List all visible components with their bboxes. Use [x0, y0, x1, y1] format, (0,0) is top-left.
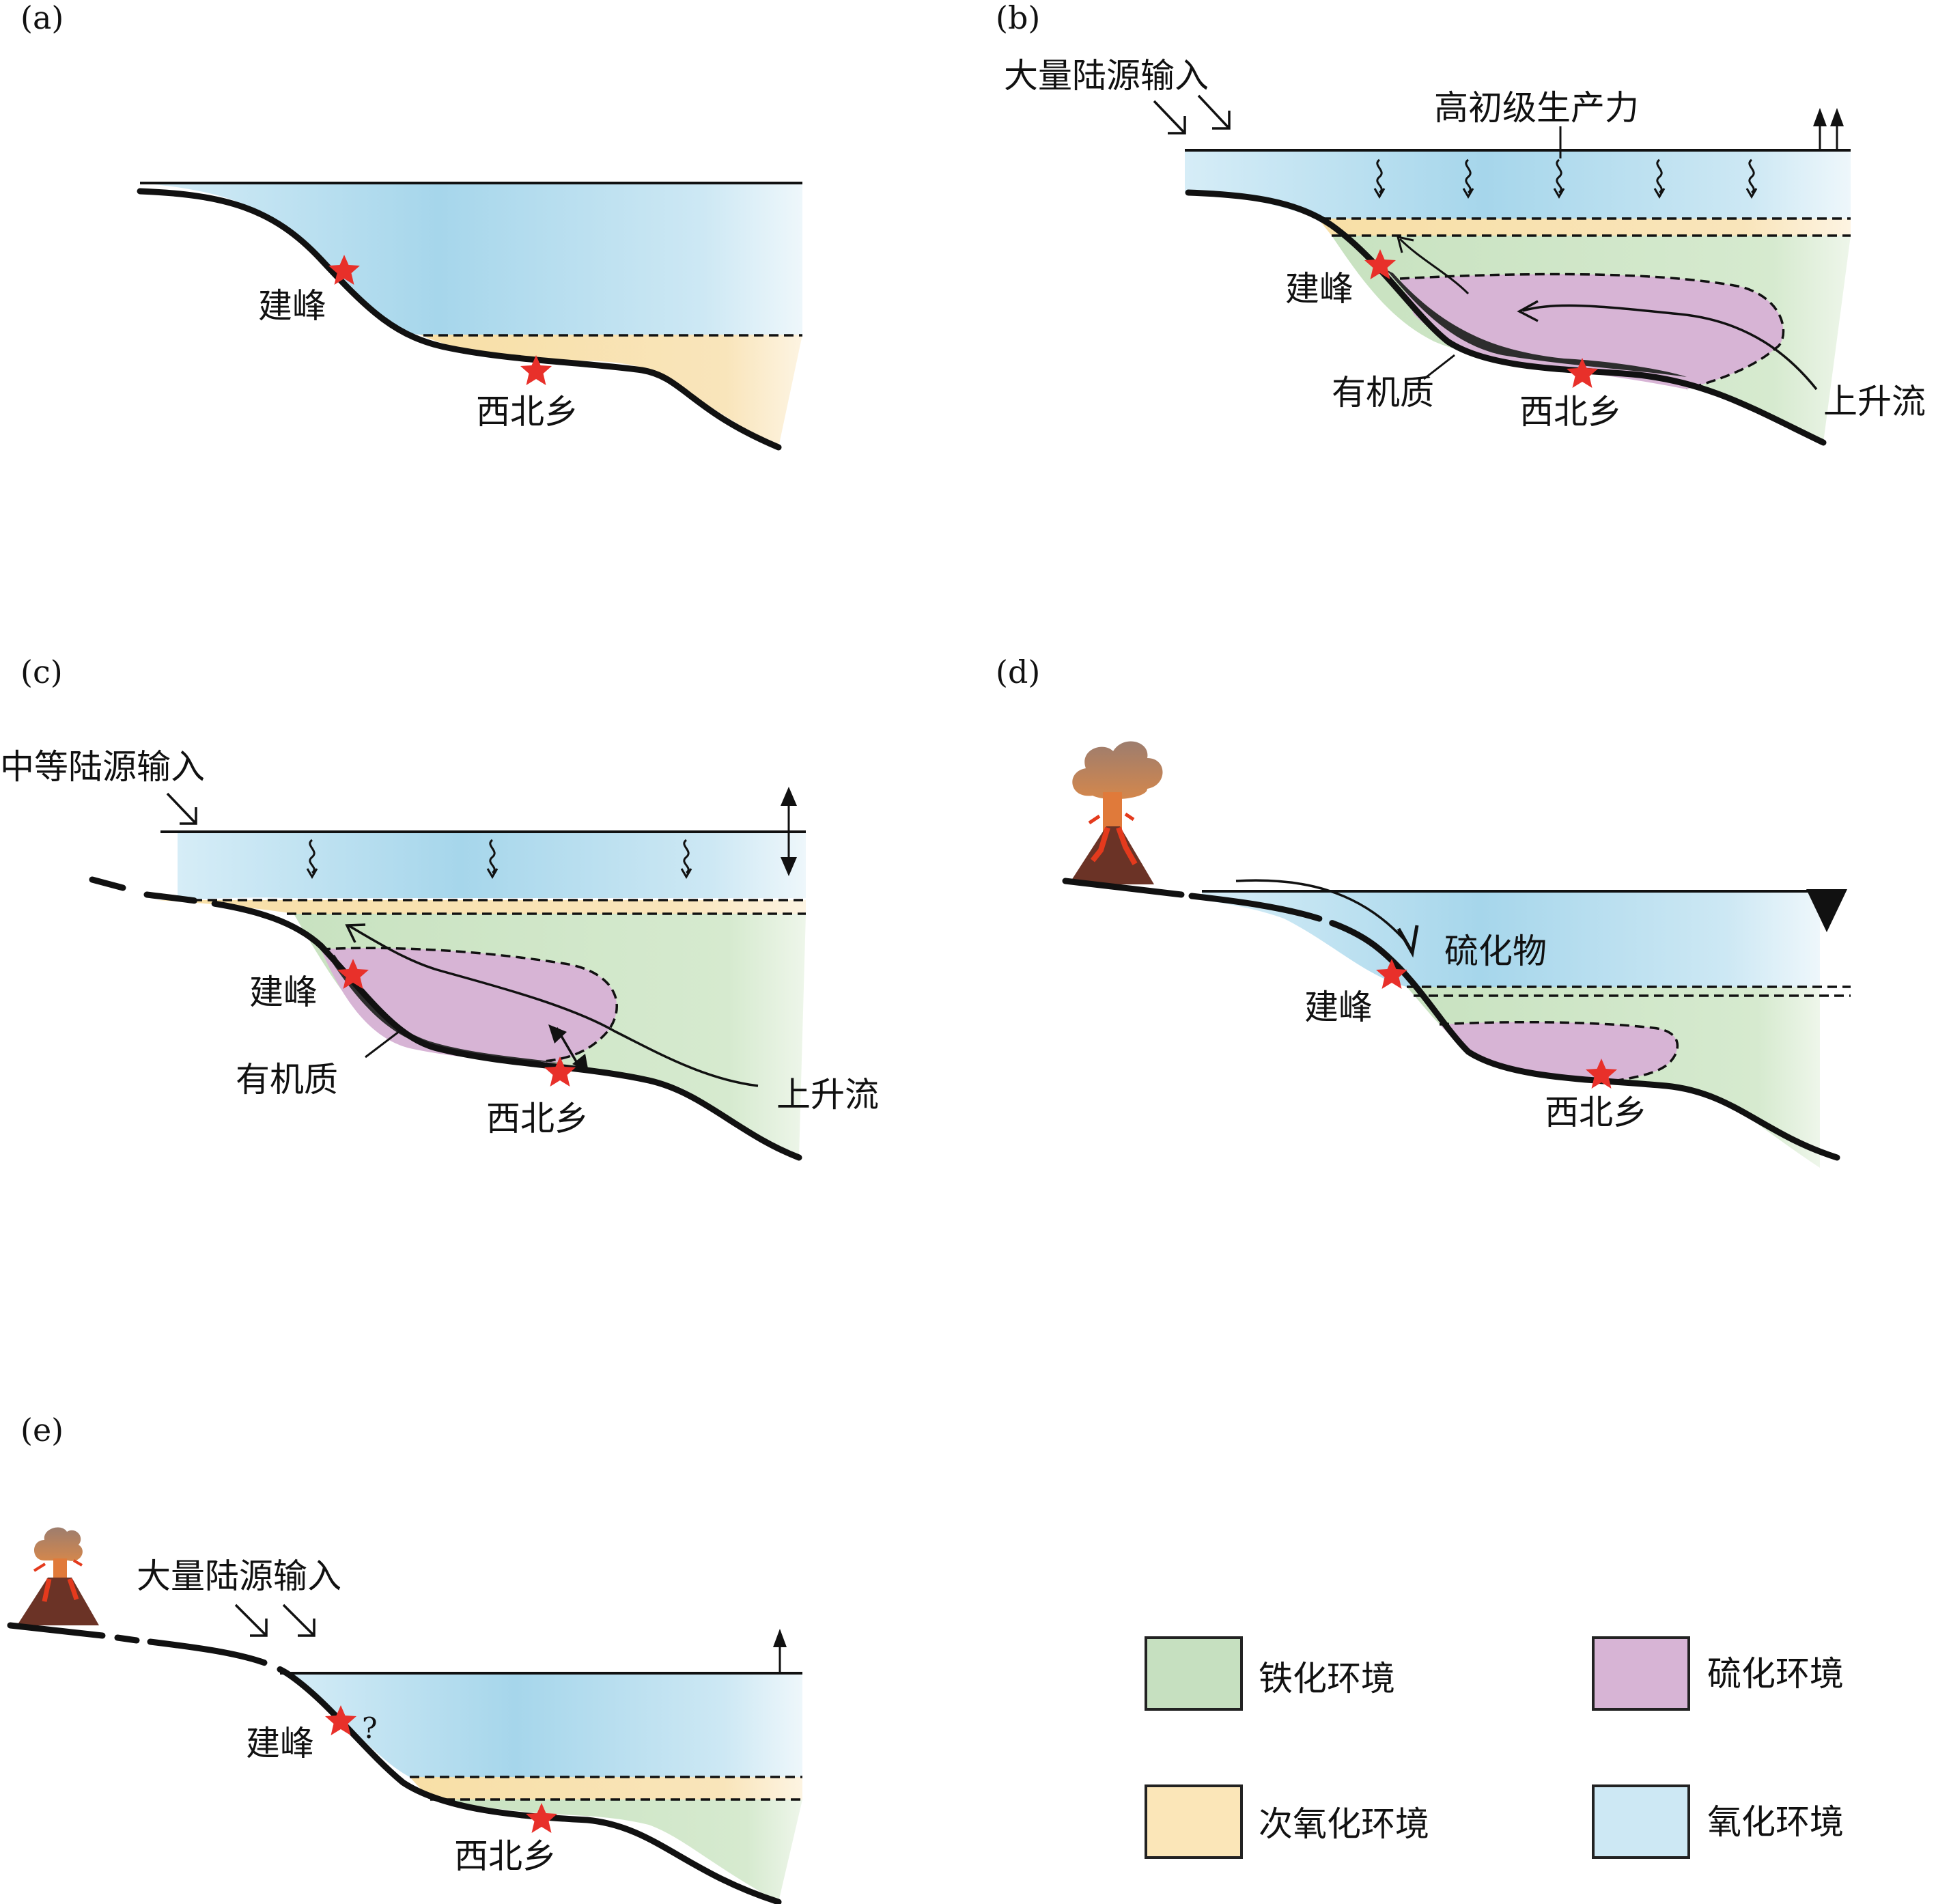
panel-b-uplift-arrows	[1813, 108, 1844, 149]
panel-d-sulfide-arrowhead	[1397, 925, 1419, 958]
panel-c-organic-label: 有机质	[236, 1060, 338, 1100]
panel-b-organic-layer	[1386, 270, 1687, 377]
legend-item-oxic: 氧化环境	[1592, 1784, 1844, 1859]
panel-d-seafloor	[1062, 878, 1840, 1161]
panel-b-input-arrow-2	[1197, 94, 1231, 130]
panel-b-upwelling-label: 上升流	[1823, 382, 1926, 421]
panel-d-euxinic-boundary	[1439, 1020, 1679, 1084]
panel-b-productivity-label: 高初级生产力	[1434, 88, 1639, 128]
legend-swatch-oxic	[1592, 1784, 1690, 1859]
legend: 铁化环境 硫化环境 次氧化环境 氧化环境	[1145, 1636, 1844, 1859]
panel-b-site-jianfeng: 建峰	[1285, 269, 1353, 309]
panel-a-seafloor	[137, 188, 782, 451]
panel-b-site-xibeixiang: 西北乡	[1519, 392, 1622, 432]
panel-c-euxinic-boundary	[320, 947, 618, 1063]
panel-c-upwelling-arrowhead	[345, 923, 366, 943]
panel-e-site-xibeixiang: 西北乡	[454, 1836, 557, 1876]
panel-d-sulfide-label: 硫化物	[1444, 932, 1547, 971]
panel-e-seafloor	[7, 1622, 782, 1904]
legend-item-euxinic: 硫化环境	[1592, 1636, 1844, 1711]
panel-a-site-jianfeng: 建峰	[258, 286, 326, 326]
panel-c-upwelling-arrow	[348, 924, 759, 1087]
panel-d-site-jianfeng: 建峰	[1304, 988, 1373, 1027]
legend-label-oxic: 氧化环境	[1707, 1802, 1844, 1842]
legend-label-euxinic: 硫化环境	[1707, 1654, 1844, 1694]
panel-c-upwelling-label: 上升流	[776, 1075, 879, 1115]
panel-a-water	[140, 183, 802, 447]
panel-b-upwelling-branch	[1399, 238, 1470, 295]
panel-e-site-jianfeng: 建峰	[246, 1724, 314, 1763]
panel-e-input-label: 大量陆源输入	[137, 1556, 341, 1596]
panel-d-site-xibeixiang: 西北乡	[1545, 1093, 1647, 1132]
panel-d-water	[1202, 891, 1820, 1168]
panel-c-tag: (c)	[20, 654, 63, 690]
panel-b-organic-label: 有机质	[1332, 373, 1434, 412]
panel-c-input-arrow	[166, 792, 197, 825]
legend-label-ferruginous: 铁化环境	[1259, 1659, 1395, 1698]
panel-c-site-xibeixiang: 西北乡	[486, 1099, 589, 1138]
panel-d: (d) 硫化物 建峰 西北乡	[996, 654, 1851, 1168]
legend-swatch-suboxic	[1145, 1784, 1243, 1859]
panel-e: (e) 大量陆源输入 建峰 ? 西北乡	[7, 1412, 802, 1904]
panel-b-input-arrow-1	[1153, 100, 1186, 135]
legend-label-suboxic: 次氧化环境	[1259, 1804, 1429, 1844]
panel-c-organic-leader	[365, 1030, 400, 1059]
panel-a-tag: (a)	[20, 0, 64, 36]
panel-a: (a) 建峰 西北乡	[20, 0, 802, 451]
panel-b-euxinic-boundary	[1399, 272, 1785, 391]
legend-item-ferruginous: 铁化环境	[1145, 1636, 1395, 1711]
panel-e-water	[280, 1673, 802, 1902]
legend-swatch-ferruginous	[1145, 1636, 1243, 1711]
panel-c-sealevel-oscillation-arrow	[781, 787, 797, 876]
panel-e-uplift-arrow	[773, 1629, 787, 1672]
panel-b: (b) 大量陆源输入	[996, 0, 1926, 446]
panel-c-oscillation-head-up	[548, 1024, 567, 1044]
panel-c-site-jianfeng: 建峰	[249, 972, 318, 1012]
legend-item-suboxic: 次氧化环境	[1145, 1784, 1429, 1859]
panel-c-input-label: 中等陆源输入	[0, 747, 205, 787]
panel-e-tag: (e)	[20, 1412, 64, 1448]
panel-b-upwelling-arrowhead	[1517, 300, 1539, 322]
panel-e-question-mark: ?	[362, 1711, 378, 1745]
panel-e-input-arrow-2	[282, 1604, 315, 1637]
panel-c-seafloor	[89, 876, 802, 1161]
panel-b-seafloor	[1185, 189, 1827, 446]
panel-d-volcano	[1069, 741, 1163, 884]
panel-d-sealevel-fall-triangle	[1806, 889, 1847, 932]
panel-d-sulfide-arrow	[1235, 879, 1408, 944]
panel-c: (c) 中等陆源输入 建峰 有机质 西北乡	[0, 654, 879, 1161]
panel-b-upwelling-arrow	[1522, 304, 1818, 391]
panel-e-input-arrow-1	[234, 1604, 268, 1637]
panel-c-oscillation-head-down	[572, 1054, 589, 1072]
panel-b-branch-arrowhead	[1396, 236, 1414, 253]
panel-b-organic-leader	[1423, 354, 1455, 380]
panel-b-tag: (b)	[996, 0, 1040, 36]
panel-b-input-label: 大量陆源输入	[1004, 56, 1209, 96]
panel-d-tag: (d)	[996, 654, 1040, 690]
panel-a-site-xibeixiang: 西北乡	[476, 392, 578, 432]
panel-e-volcano	[17, 1527, 99, 1625]
legend-swatch-euxinic	[1592, 1636, 1690, 1711]
